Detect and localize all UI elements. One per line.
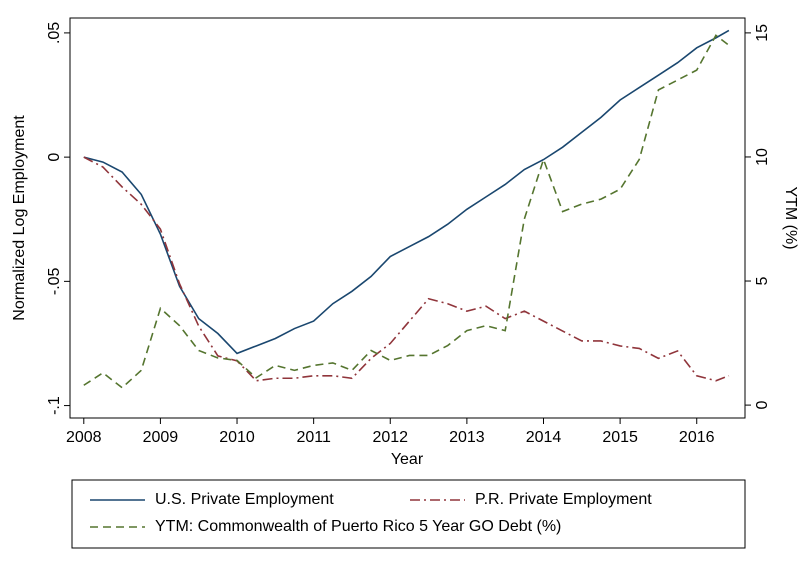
y-tick-label: -.1 [46,396,63,415]
x-tick-label: 2016 [679,429,715,446]
y2-tick-label: 0 [754,401,771,410]
legend-box [71,479,746,549]
y-tick-label: 0 [46,153,63,162]
series-line [83,156,730,382]
plot-area [69,17,746,419]
legend-label: YTM: Commonwealth of Puerto Rico 5 Year … [155,518,561,535]
x-tick-label: 2011 [296,429,331,446]
x-tick-label: 2010 [219,429,255,446]
y-axis-title: Normalized Log Employment [11,115,28,321]
x-tick-label: 2009 [143,429,179,446]
x-tick-label: 2014 [526,429,562,446]
y2-tick-label: 10 [754,148,771,166]
y-tick-label: .05 [46,22,63,44]
y-tick-label: -.05 [46,267,63,295]
series-line [83,29,730,355]
legend-label: U.S. Private Employment [155,491,334,508]
x-tick-label: 2008 [66,429,102,446]
series-line [83,34,730,389]
y2-tick-label: 5 [754,276,771,285]
x-tick-label: 2013 [449,429,485,446]
x-axis-title: Year [391,451,424,468]
y2-tick-label: 15 [754,24,771,42]
legend-label: P.R. Private Employment [475,491,652,508]
y2-axis-title: YTM (%) [782,186,799,249]
x-tick-label: 2012 [372,429,408,446]
x-tick-label: 2015 [602,429,638,446]
